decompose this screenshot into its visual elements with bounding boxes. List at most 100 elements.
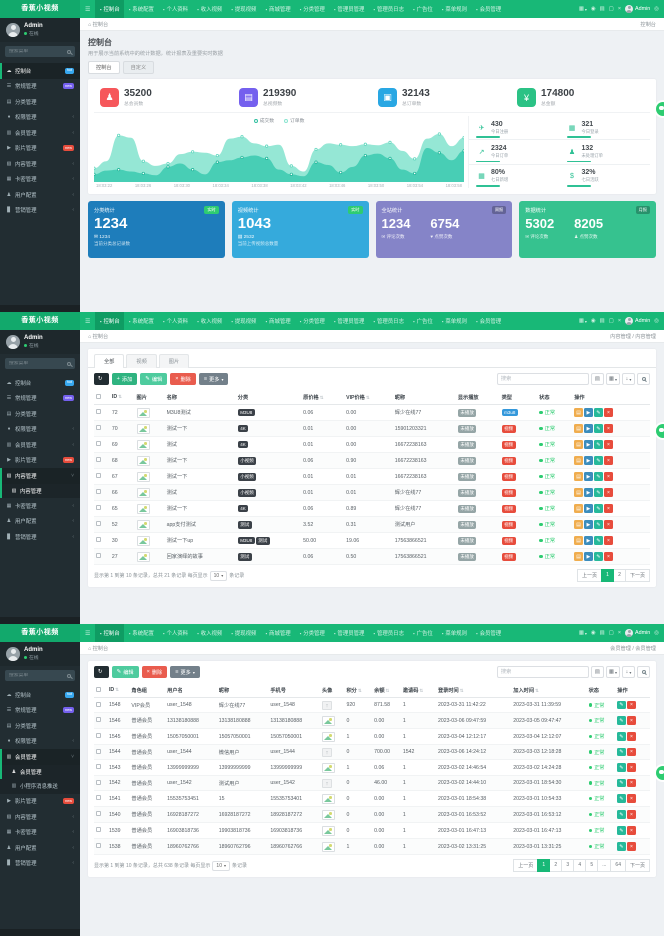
- row-checkbox[interactable]: [96, 441, 101, 446]
- page-button[interactable]: 1: [537, 859, 551, 872]
- fullscreen-icon[interactable]: ▢: [608, 630, 614, 636]
- delete-button[interactable]: ×: [627, 732, 636, 741]
- thumbnail-image[interactable]: [136, 487, 150, 498]
- sidebar-menu-item[interactable]: ♦ 权限管理 ‹: [7, 114, 74, 122]
- column-header[interactable]: ID⇅: [106, 683, 130, 698]
- apps-grid-icon[interactable]: ▦ ▾: [578, 6, 587, 12]
- breadcrumb[interactable]: ⌂ 控制台: [88, 333, 109, 340]
- floating-help-button[interactable]: [656, 766, 664, 780]
- row-checkbox[interactable]: [96, 457, 101, 462]
- edit-button[interactable]: ✎: [617, 794, 626, 803]
- add-button[interactable]: + 添加: [111, 373, 138, 385]
- file-icon[interactable]: ▤: [599, 630, 605, 636]
- edit-button[interactable]: ✎: [594, 520, 603, 529]
- preview-button[interactable]: ▶: [584, 424, 593, 433]
- delete-button[interactable]: ×: [604, 504, 613, 513]
- edit-button[interactable]: ✎: [594, 552, 603, 561]
- row-checkbox[interactable]: [96, 733, 101, 738]
- file-icon[interactable]: ▤: [599, 318, 605, 324]
- column-header[interactable]: 积分⇅: [344, 683, 373, 698]
- page-button[interactable]: 上一页: [513, 859, 539, 872]
- columns-icon[interactable]: ▦ ▾: [605, 666, 620, 678]
- nav-item[interactable]: ▪ 管理员管理: [333, 6, 365, 14]
- nav-item[interactable]: ▪ 广告位: [412, 6, 433, 14]
- nav-item[interactable]: ▪ 分类管理: [299, 630, 325, 638]
- row-checkbox[interactable]: [96, 409, 101, 414]
- nav-item[interactable]: ▪ 收入视频: [197, 6, 223, 14]
- preview-button[interactable]: ▶: [584, 536, 593, 545]
- sidebar-menu-item[interactable]: ☰ 常规管理 new: [6, 707, 74, 715]
- sidebar-menu-item[interactable]: ♦ 权限管理 ‹: [7, 426, 74, 434]
- nav-item[interactable]: ▪ 菜单规则: [441, 6, 467, 14]
- detail-button[interactable]: ▤: [574, 424, 583, 433]
- select-all-checkbox[interactable]: [96, 393, 101, 399]
- delete-button[interactable]: × 删除: [170, 373, 196, 385]
- thumbnail-image[interactable]: [321, 793, 335, 804]
- sidebar-submenu-item[interactable]: ▧ 内容管理: [0, 483, 80, 498]
- row-checkbox[interactable]: [96, 764, 101, 769]
- nav-item[interactable]: ▪ 系统配置: [128, 318, 154, 326]
- nav-item[interactable]: ▪ 个人资料: [162, 6, 189, 14]
- dashboard-tab[interactable]: 控制台: [88, 61, 120, 74]
- user-menu[interactable]: Admin: [625, 317, 650, 325]
- nav-item[interactable]: ▪ 提现视频: [231, 318, 257, 326]
- table-search-input[interactable]: [496, 666, 589, 678]
- nav-item[interactable]: ▪ 管理员管理: [333, 318, 365, 326]
- nav-item[interactable]: ▪ 控制台: [95, 624, 125, 642]
- sidebar-menu-item[interactable]: ♟ 用户配置 ‹: [6, 844, 74, 852]
- delete-button[interactable]: ×: [627, 778, 636, 788]
- column-header[interactable]: 状态: [537, 390, 573, 405]
- close-icon[interactable]: ×: [617, 630, 621, 636]
- thumbnail-image[interactable]: [321, 762, 335, 773]
- sidebar-menu-item[interactable]: ▶ 影片管理 new: [7, 798, 74, 806]
- edit-button[interactable]: ✎: [617, 700, 626, 710]
- column-header[interactable]: 名称: [164, 390, 236, 405]
- preview-button[interactable]: ▶: [584, 520, 593, 529]
- column-header[interactable]: ID⇅: [109, 390, 135, 405]
- column-header[interactable]: 操作: [615, 683, 650, 698]
- delete-button[interactable]: ×: [604, 552, 613, 561]
- column-header[interactable]: 昵称: [392, 390, 456, 405]
- edit-button[interactable]: ✎: [617, 826, 626, 835]
- column-header[interactable]: 余额⇅: [372, 683, 401, 698]
- nav-item[interactable]: ▪ 会员管理: [475, 6, 502, 14]
- sidebar-submenu-item[interactable]: ♟ 会员管理: [0, 764, 80, 779]
- column-header[interactable]: 原价格⇅: [301, 390, 345, 405]
- sidebar-menu-item[interactable]: ▥ 会员管理 ‹: [6, 441, 74, 449]
- detail-button[interactable]: ▤: [574, 536, 583, 545]
- bell-icon[interactable]: ◉: [590, 6, 596, 12]
- sidebar-menu-item[interactable]: ▥ 会员管理 ‹: [6, 129, 74, 137]
- sidebar-search-input[interactable]: [9, 49, 65, 54]
- sidebar-toggle-icon[interactable]: ☰: [85, 630, 91, 637]
- search-icon[interactable]: [637, 373, 650, 385]
- nav-item[interactable]: ▪ 个人资料: [162, 318, 189, 326]
- avatar[interactable]: [6, 335, 20, 349]
- thumbnail-image[interactable]: [321, 715, 335, 726]
- power-icon[interactable]: ◎: [654, 318, 659, 324]
- delete-button[interactable]: ×: [627, 842, 636, 851]
- row-checkbox[interactable]: [96, 553, 101, 558]
- sidebar-toggle-icon[interactable]: ☰: [85, 6, 91, 13]
- nav-item[interactable]: ▪ 提现视频: [231, 630, 257, 638]
- thumbnail-image[interactable]: [321, 809, 335, 820]
- brand-logo[interactable]: 香蕉小视频: [0, 0, 80, 18]
- page-button[interactable]: ...: [597, 859, 612, 872]
- sidebar-menu-item[interactable]: ▶ 影片管理 new: [7, 145, 74, 153]
- sidebar-menu-item[interactable]: ▧ 内容管理 ˅: [0, 468, 80, 484]
- sidebar-submenu-item[interactable]: ▥ 小程序消息推送: [0, 779, 80, 794]
- breadcrumb[interactable]: ⌂ 控制台: [88, 645, 109, 652]
- delete-button[interactable]: ×: [604, 456, 613, 465]
- dashboard-tab[interactable]: 自定义: [122, 61, 155, 74]
- delete-button[interactable]: ×: [627, 794, 636, 803]
- row-checkbox[interactable]: [96, 425, 101, 430]
- sidebar-menu-item[interactable]: ♟ 用户配置 ‹: [6, 191, 74, 199]
- close-icon[interactable]: ×: [617, 318, 621, 324]
- list-icon[interactable]: ▤: [590, 666, 604, 678]
- thumbnail-image[interactable]: [136, 455, 150, 466]
- sidebar-menu-item[interactable]: ▦ 卡密管理 ‹: [6, 829, 74, 837]
- columns-icon[interactable]: ▦ ▾: [605, 373, 620, 385]
- nav-item[interactable]: ▪ 分类管理: [299, 6, 325, 14]
- edit-button[interactable]: ✎: [594, 472, 603, 481]
- column-header[interactable]: 图片: [134, 390, 165, 405]
- edit-button[interactable]: ✎: [594, 408, 603, 417]
